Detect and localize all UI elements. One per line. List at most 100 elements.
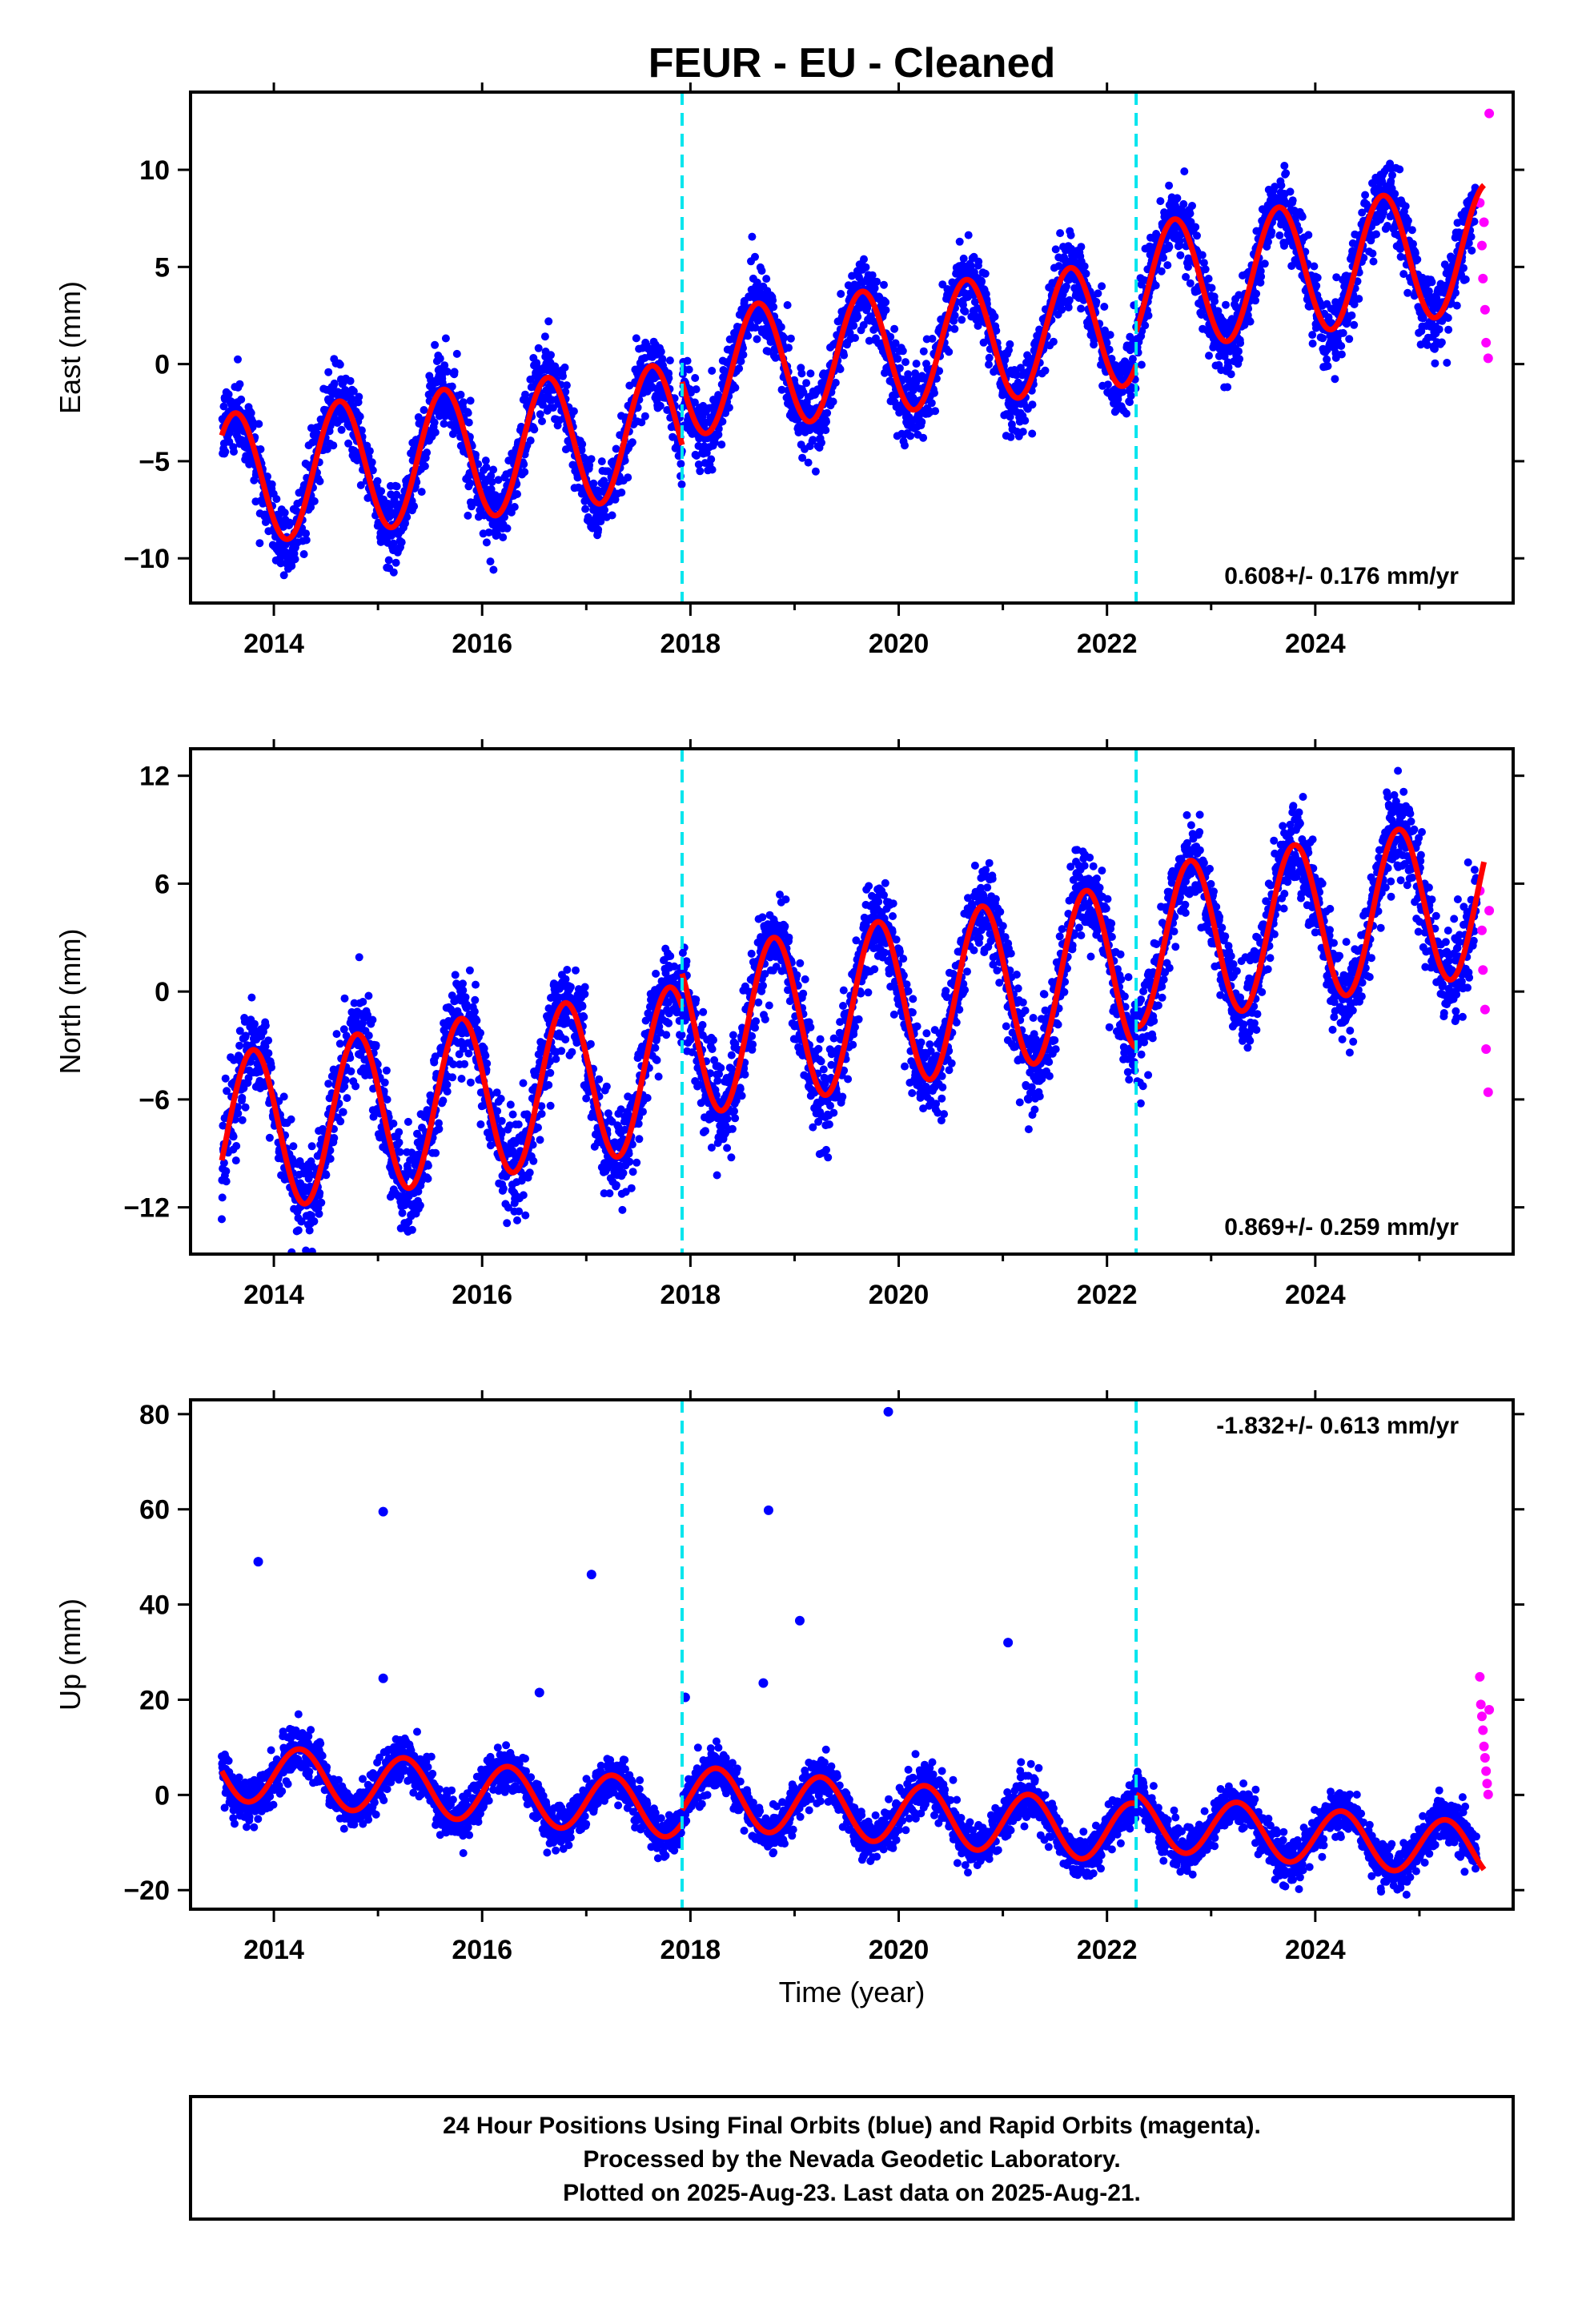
final-orbit-point (346, 376, 355, 385)
final-orbit-point (371, 1041, 380, 1050)
final-orbit-point (1204, 275, 1213, 283)
final-orbit-point (757, 267, 766, 275)
final-orbit-point (1012, 371, 1021, 380)
final-orbit-point (777, 385, 786, 394)
final-orbit-point (317, 1198, 326, 1207)
final-orbit-point (1350, 320, 1359, 329)
final-orbit-point (261, 1042, 270, 1051)
final-orbit-point (450, 368, 459, 376)
final-orbit-point (945, 348, 954, 356)
final-orbit-point (777, 323, 785, 332)
final-orbit-point (868, 271, 877, 279)
final-orbit-point (287, 561, 296, 570)
final-orbit-point (992, 326, 1001, 335)
final-orbit-point (280, 509, 289, 517)
final-orbit-point (1286, 187, 1295, 196)
final-orbit-point (416, 1201, 424, 1210)
final-orbit-point (840, 351, 849, 360)
final-orbit-point (1361, 191, 1370, 199)
final-orbit-point (762, 275, 771, 283)
final-orbit-point (367, 458, 376, 467)
final-orbit-point (596, 517, 605, 526)
final-orbit-point (435, 1119, 443, 1128)
final-orbit-point (420, 462, 429, 471)
final-orbit-point (1452, 288, 1460, 297)
final-orbit-point (395, 1128, 404, 1136)
final-orbit-point (1332, 273, 1341, 282)
final-orbit-point (235, 380, 244, 388)
rapid-orbit-point (1483, 353, 1493, 364)
final-orbit-point (560, 363, 569, 372)
final-orbit-point (604, 467, 612, 476)
final-orbit-point (1383, 222, 1391, 230)
final-orbit-point (392, 490, 401, 499)
final-orbit-point (272, 495, 281, 504)
final-orbit-point (901, 358, 909, 367)
final-orbit-point (1176, 251, 1185, 259)
final-orbit-point (1310, 262, 1319, 271)
final-orbit-point (256, 445, 265, 453)
final-orbit-point (513, 490, 521, 498)
final-orbit-point (1337, 342, 1346, 350)
final-orbit-point (798, 453, 807, 462)
final-orbit-point (221, 448, 230, 456)
final-orbit-point (340, 1082, 349, 1091)
final-orbit-point (1372, 230, 1380, 239)
final-orbit-point (439, 1096, 448, 1105)
final-orbit-point (1165, 243, 1174, 251)
final-orbit-point (901, 441, 909, 450)
final-orbit-point (307, 503, 315, 512)
plot-frame (189, 90, 1515, 605)
final-orbit-point (1058, 305, 1066, 314)
final-orbit-point (363, 1011, 371, 1019)
final-orbit-point (1323, 362, 1332, 371)
final-orbit-point (1205, 352, 1213, 360)
final-orbit-point (701, 418, 710, 427)
final-orbit-point (1235, 355, 1244, 364)
final-orbit-point (1282, 169, 1291, 178)
final-orbit-point (1207, 283, 1216, 292)
final-orbit-point (241, 1103, 250, 1112)
final-orbit-point (351, 1082, 360, 1091)
final-orbit-point (906, 432, 915, 440)
final-orbit-point (1065, 296, 1074, 304)
final-orbit-point (1227, 370, 1235, 379)
final-orbit-point (1102, 339, 1111, 348)
final-orbit-point (267, 1063, 275, 1072)
final-orbit-point (238, 1116, 247, 1124)
final-orbit-point (1413, 255, 1422, 263)
final-orbit-point (251, 1019, 259, 1028)
final-orbit-point (821, 426, 830, 435)
final-orbit-point (1156, 197, 1165, 206)
final-orbit-point (624, 473, 632, 482)
final-orbit-point (339, 1108, 347, 1116)
final-orbit-point (617, 489, 626, 497)
final-orbit-point (436, 354, 444, 363)
final-orbit-point (329, 441, 338, 450)
final-orbit-point (1304, 231, 1313, 239)
final-orbit-point (1186, 209, 1195, 218)
final-orbit-point (488, 477, 496, 486)
final-orbit-point (510, 503, 519, 511)
final-orbit-point (261, 1021, 270, 1030)
final-orbit-point (1252, 289, 1261, 298)
final-orbit-point (341, 1076, 350, 1084)
final-orbit-point (536, 410, 544, 419)
final-orbit-point (1098, 282, 1106, 291)
final-orbit-point (264, 1049, 273, 1058)
final-orbit-point (804, 458, 813, 467)
final-orbit-point (1275, 231, 1284, 239)
final-orbit-point (335, 360, 344, 369)
final-orbit-point (959, 254, 968, 263)
final-orbit-point (482, 463, 491, 472)
final-orbit-point (1277, 181, 1286, 190)
final-orbit-point (398, 1208, 407, 1217)
final-orbit-point (1323, 355, 1331, 364)
final-orbit-point (739, 344, 747, 352)
final-orbit-point (665, 374, 673, 383)
final-orbit-point (1186, 218, 1195, 227)
final-orbit-point (265, 1133, 274, 1142)
final-orbit-point (694, 460, 703, 468)
final-orbit-point (526, 436, 535, 445)
